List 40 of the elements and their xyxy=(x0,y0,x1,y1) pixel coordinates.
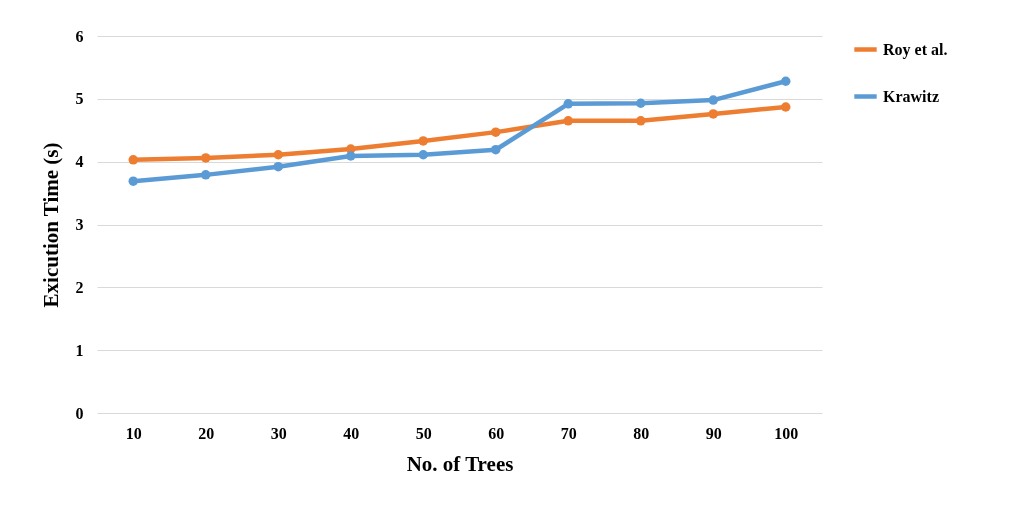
y-tick-label: 1 xyxy=(75,341,84,359)
point xyxy=(708,109,718,119)
point xyxy=(563,116,573,126)
y-axis-title: Exicution Time (s) xyxy=(38,142,63,308)
point xyxy=(128,176,138,186)
point xyxy=(491,144,501,155)
point xyxy=(201,170,211,180)
point xyxy=(708,95,718,105)
point xyxy=(128,155,138,165)
y-tick-label: 3 xyxy=(75,216,84,233)
point xyxy=(201,153,211,163)
point xyxy=(273,150,283,160)
legend-label: Krawitz xyxy=(883,87,939,105)
x-tick-label: 70 xyxy=(560,424,577,442)
x-tick-label: 10 xyxy=(125,424,142,442)
point xyxy=(418,136,428,146)
x-tick-label: 100 xyxy=(774,424,799,442)
y-tick-label: 2 xyxy=(75,278,84,296)
x-axis-title: No. of Trees xyxy=(406,451,514,476)
point xyxy=(491,127,501,137)
point xyxy=(636,98,646,108)
y-tick-label: 0 xyxy=(75,404,84,422)
point xyxy=(563,99,573,109)
point xyxy=(418,150,428,160)
x-tick-label: 50 xyxy=(415,424,432,442)
point xyxy=(781,102,791,112)
y-tick-label: 5 xyxy=(75,90,84,108)
x-tick-label: 20 xyxy=(198,424,215,442)
x-tick-label: 80 xyxy=(633,424,650,442)
x-tick-label: 90 xyxy=(705,424,722,442)
x-tick-label: 60 xyxy=(488,424,505,442)
legend-label: Roy et al. xyxy=(883,40,948,59)
point xyxy=(636,116,646,126)
y-tick-label: 6 xyxy=(75,27,84,45)
point xyxy=(273,161,283,172)
x-tick-label: 40 xyxy=(343,424,360,442)
y-tick-label: 4 xyxy=(75,153,84,171)
x-tick-label: 30 xyxy=(270,424,287,442)
point xyxy=(346,151,356,161)
point xyxy=(781,76,791,86)
